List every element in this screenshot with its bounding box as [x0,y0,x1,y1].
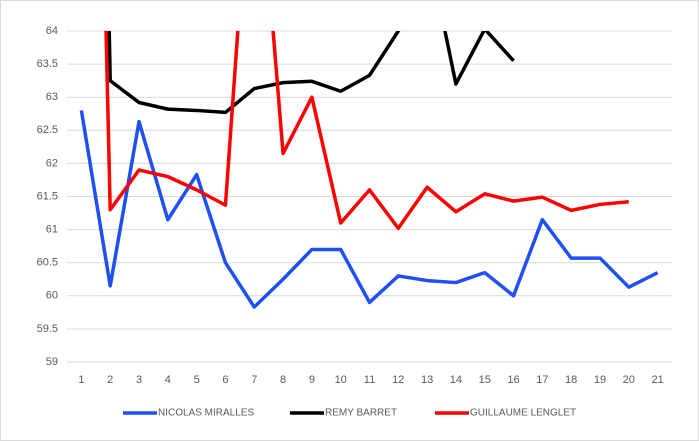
y-tick-label: 60 [46,290,58,302]
x-tick-label: 9 [309,374,315,386]
x-tick-label: 6 [222,374,228,386]
x-tick-label: 11 [364,374,375,386]
x-tick-label: 16 [507,374,519,386]
legend-label: REMY BARRET [325,408,397,419]
series-line [79,110,659,309]
x-tick-label: 17 [536,374,548,386]
x-tick-label: 3 [136,374,142,386]
plot-area [79,31,659,309]
y-tick-label: 60.5 [37,257,58,269]
x-tick-label: 20 [623,374,635,386]
y-tick-label: 64 [46,25,58,37]
x-tick-label: 13 [421,374,433,386]
grid [67,30,672,363]
x-tick-label: 10 [335,374,347,386]
x-tick-label: 19 [594,374,606,386]
x-tick-label: 15 [479,374,491,386]
y-tick-label: 62 [46,157,58,169]
y-tick-label: 63.5 [37,58,58,70]
y-tick-label: 59.5 [37,323,58,335]
x-tick-label: 14 [450,374,462,386]
x-tick-label: 4 [165,374,171,386]
x-tick-label: 21 [651,374,663,386]
series-line [104,31,629,231]
y-tick-label: 62.5 [37,124,58,136]
x-tick-label: 5 [194,374,200,386]
x-tick-label: 7 [251,374,257,386]
series-line [107,31,515,115]
y-tick-label: 61.5 [37,190,58,202]
x-tick-label: 1 [78,374,84,386]
y-tick-label: 61 [46,224,58,236]
x-tick-label: 2 [107,374,113,386]
y-tick-label: 59 [46,356,58,368]
x-tick-label: 8 [280,374,286,386]
x-tick-label: 18 [565,374,577,386]
legend-label: NICOLAS MIRALLES [158,408,254,419]
y-tick-label: 63 [46,91,58,103]
legend-label: GUILLAUME LENGLET [470,408,576,419]
x-tick-label: 12 [392,374,404,386]
